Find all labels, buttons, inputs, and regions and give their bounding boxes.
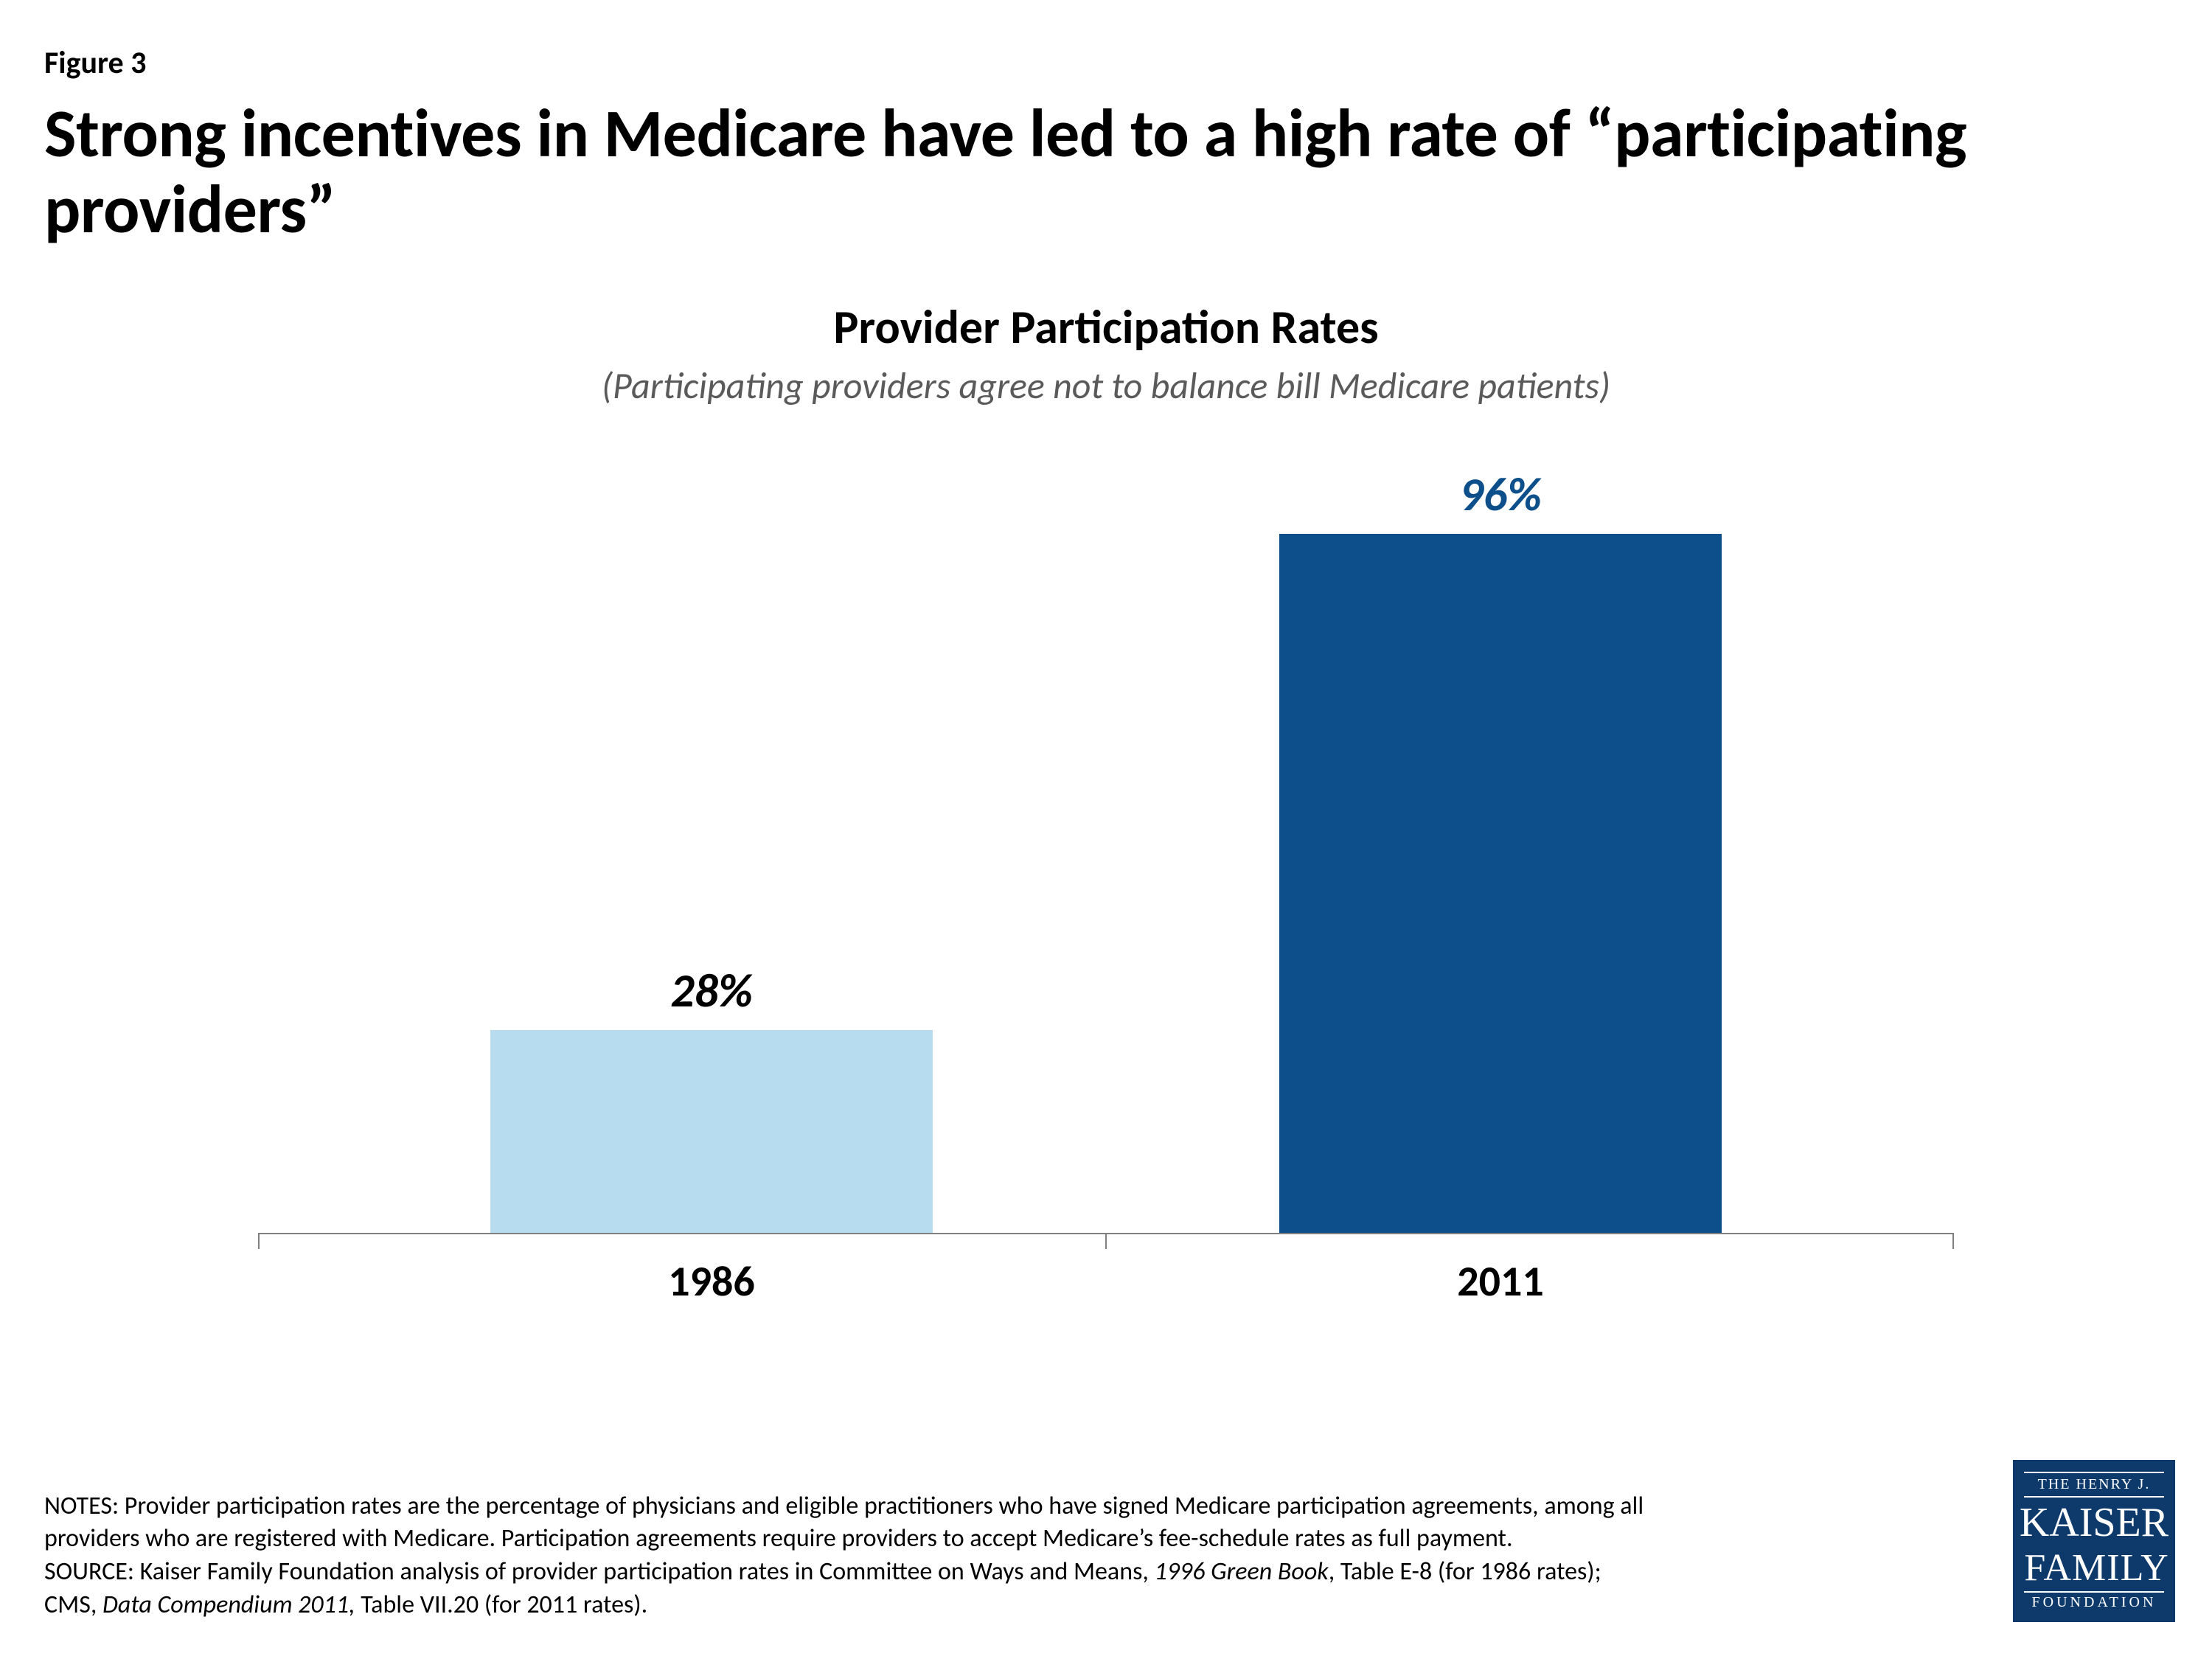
bar-value-label: 28%	[670, 962, 753, 1020]
logo-top-text: THE HENRY J.	[2024, 1472, 2163, 1498]
logo-line3: FOUNDATION	[2032, 1594, 2157, 1611]
bar	[490, 1030, 933, 1234]
figure-notes: NOTES: Provider participation rates are …	[44, 1490, 1998, 1623]
notes-italic: 1996 Green Book	[1155, 1557, 1329, 1587]
notes-line: NOTES: Provider participation rates are …	[44, 1490, 1998, 1523]
notes-text: CMS,	[44, 1590, 102, 1620]
logo-line2: FAMILY	[2024, 1546, 2163, 1593]
bar-column: 96%	[1279, 466, 1722, 1234]
notes-line: providers who are registered with Medica…	[44, 1523, 1998, 1556]
notes-text: Table VII.20 (for 2011 rates).	[355, 1590, 648, 1620]
plot-area: 28% 96%	[258, 438, 1954, 1234]
kaiser-logo: THE HENRY J. KAISER FAMILY FOUNDATION	[2013, 1460, 2175, 1622]
logo-line1: KAISER	[2020, 1499, 2168, 1546]
figure-title: Strong incentives in Medicare have led t…	[44, 95, 2168, 247]
chart-container: Provider Participation Rates (Participat…	[258, 299, 1954, 1307]
axis-tick	[1105, 1234, 1107, 1249]
bar-value-label: 96%	[1459, 466, 1542, 524]
x-axis-label: 1986	[490, 1255, 933, 1307]
notes-line: SOURCE: Kaiser Family Foundation analysi…	[44, 1556, 1998, 1589]
axis-tick	[1952, 1234, 1954, 1249]
notes-italic: Data Compendium 2011,	[102, 1590, 355, 1620]
chart-subtitle: (Participating providers agree not to ba…	[258, 364, 1954, 408]
figure-page: Figure 3 Strong incentives in Medicare h…	[0, 0, 2212, 1659]
axis-tick	[258, 1234, 260, 1249]
notes-line: CMS, Data Compendium 2011, Table VII.20 …	[44, 1589, 1998, 1622]
bar	[1279, 534, 1722, 1234]
notes-text: SOURCE: Kaiser Family Foundation analysi…	[44, 1557, 1155, 1587]
figure-label: Figure 3	[44, 44, 2168, 82]
chart-title: Provider Participation Rates	[258, 299, 1954, 356]
bar-column: 28%	[490, 962, 933, 1234]
x-axis-label: 2011	[1279, 1255, 1722, 1307]
notes-text: , Table E-8 (for 1986 rates);	[1329, 1557, 1601, 1587]
